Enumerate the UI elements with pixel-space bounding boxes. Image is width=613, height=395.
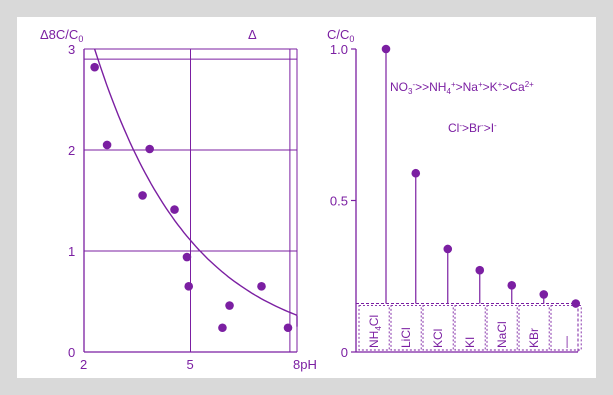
left-fit-curve (93, 48, 298, 327)
left-data-point (257, 282, 266, 291)
left-data-point (138, 191, 147, 200)
right-lollipop-point (443, 244, 453, 254)
right-category-label: KBr (527, 328, 541, 348)
right-lollipop-point (539, 290, 549, 299)
left-ytick-label: 0 (68, 345, 75, 360)
annotation-ion-order-2: Cl->Br->I- (448, 121, 497, 135)
left-data-point (184, 282, 194, 291)
right-lollipop-point (571, 299, 581, 308)
right-lollipop-point (475, 265, 485, 275)
right-category-label: NH4Cl (367, 315, 383, 348)
left-data-point (225, 301, 234, 310)
left-data-point (90, 62, 99, 72)
right-category-box (486, 305, 518, 351)
left-data-point (145, 144, 154, 154)
left-ytick-label: 3 (68, 42, 75, 57)
annotation-ion-order-1: NO3->>NH4+>Na+>K+>Ca2+ (390, 80, 534, 96)
left-xtick-label: 5 (187, 357, 194, 372)
figure-panel: Δ8C/C0 Δ 0 1 2 3 2 5 8pH C/C0 NO3->>NH4+>Na+>K… (17, 17, 596, 378)
left-data-point (182, 252, 192, 262)
right-category-label: KI (463, 337, 477, 348)
right-category-box (550, 305, 582, 351)
right-category-box (518, 305, 550, 351)
right-category-label: — (559, 336, 573, 348)
right-ytick-label: 0 (341, 345, 348, 360)
left-data-point (102, 140, 112, 150)
right-chart: C/C0 NO3->>NH4+>Na+>K+>Ca2+ Cl->Br->I- 0… (327, 27, 582, 360)
right-ylabel: C/C0 (327, 27, 354, 44)
figure-svg: Δ8C/C0 Δ 0 1 2 3 2 5 8pH C/C0 NO3->>NH4+>Na+>K… (40, 27, 582, 372)
right-category-box (390, 305, 422, 351)
left-extra-label: Δ (248, 27, 257, 42)
left-ytick-label: 2 (68, 143, 75, 158)
left-xtick-label: 8pH (293, 357, 317, 372)
right-category-box (358, 305, 390, 351)
left-ylabel: Δ8C/C0 (40, 27, 83, 44)
right-ytick-label: 1.0 (330, 42, 348, 57)
left-xtick-label: 2 (80, 357, 87, 372)
right-category-label: LiCl (399, 327, 413, 348)
left-ytick-label: 1 (68, 244, 75, 259)
left-data-point (283, 323, 293, 333)
left-chart: Δ8C/C0 Δ 0 1 2 3 2 5 8pH (40, 27, 317, 372)
right-peak-point (381, 44, 391, 54)
right-category-box (422, 305, 454, 351)
left-data-point (170, 205, 179, 214)
right-lollipop-point (507, 281, 517, 290)
right-category-label: NaCl (495, 321, 509, 348)
right-category-box (454, 305, 486, 351)
right-lollipop-point (411, 168, 421, 178)
left-data-point (218, 323, 227, 333)
right-ytick-label: 0.5 (330, 194, 348, 209)
right-category-label: KCl (431, 329, 445, 348)
